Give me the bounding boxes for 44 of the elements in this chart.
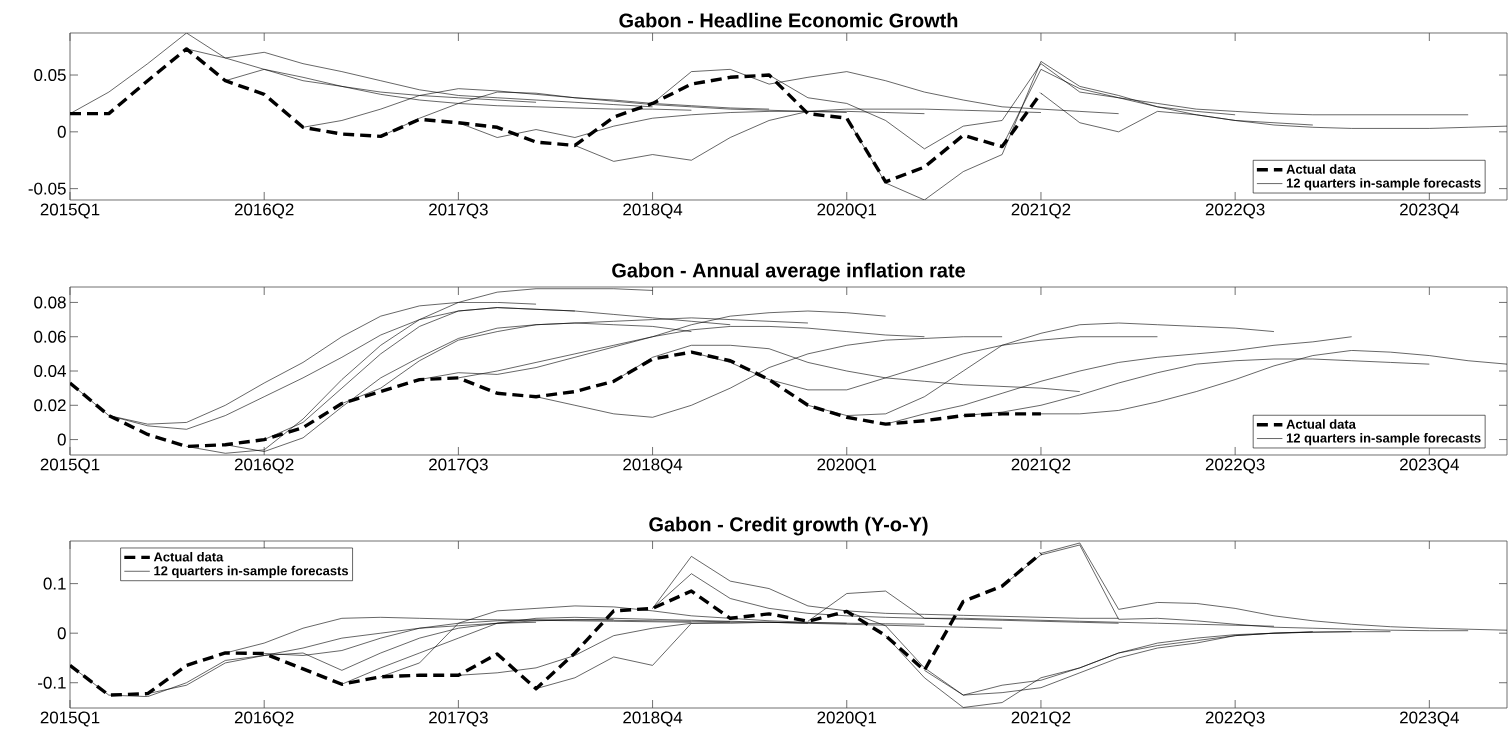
x-tick-label: 2022Q3: [1205, 203, 1265, 219]
x-tick-label: 2020Q1: [817, 711, 877, 727]
legend-label: Actual data: [1286, 164, 1356, 174]
y-tick-label: 0.04: [34, 365, 66, 377]
y-tick-label: 0.05: [34, 69, 66, 82]
x-tick-label: 2022Q3: [1205, 458, 1265, 474]
x-tick-label: 2017Q3: [429, 458, 488, 474]
x-tick-label: 2020Q1: [817, 203, 877, 219]
x-tick-label: 2016Q2: [234, 458, 294, 474]
y-tick-label: 0.06: [34, 330, 66, 343]
x-tick-label: 2022Q3: [1205, 711, 1265, 727]
x-tick-label: 2015Q1: [40, 458, 100, 474]
x-tick-label: 2023Q4: [1400, 203, 1459, 219]
y-tick-label: -0.05: [28, 182, 66, 195]
legend-label: 12 quarters in-sample forecasts: [1286, 178, 1481, 191]
x-tick-label: 2018Q4: [623, 711, 683, 727]
chart-title: Gabon - Headline Economic Growth: [619, 12, 958, 28]
x-tick-label: 2016Q2: [234, 203, 294, 219]
y-tick-label: -0.1: [38, 676, 66, 689]
y-tick-label: 0.1: [43, 577, 66, 590]
x-tick-label: 2016Q2: [234, 711, 294, 727]
x-tick-label: 2015Q1: [40, 203, 100, 219]
x-tick-label: 2023Q4: [1400, 458, 1459, 474]
y-tick-label: 0.08: [34, 296, 66, 309]
y-tick-label: 0: [57, 627, 66, 640]
x-tick-label: 2017Q3: [429, 203, 488, 219]
x-tick-label: 2021Q2: [1011, 203, 1071, 219]
y-tick-label: 0: [57, 125, 66, 138]
x-tick-label: 2017Q3: [429, 711, 488, 727]
x-tick-label: 2020Q1: [817, 458, 877, 474]
x-tick-label: 2021Q2: [1011, 458, 1071, 474]
legend-label: 12 quarters in-sample forecasts: [1286, 433, 1481, 446]
x-tick-label: 2018Q4: [623, 458, 683, 474]
legend-label: Actual data: [1286, 419, 1356, 429]
x-tick-label: 2021Q2: [1011, 711, 1071, 727]
y-tick-label: 0: [57, 433, 66, 446]
x-tick-label: 2015Q1: [40, 711, 100, 727]
legend-label: Actual data: [153, 551, 224, 562]
y-tick-label: 0.02: [34, 399, 66, 412]
chart-title: Gabon - Annual average inflation rate: [612, 262, 965, 282]
x-tick-label: 2018Q4: [623, 203, 683, 219]
legend-label: 12 quarters in-sample forecasts: [154, 565, 349, 578]
chart-title: Gabon - Credit growth (Y-o-Y): [649, 516, 928, 536]
x-tick-label: 2023Q4: [1400, 711, 1459, 727]
